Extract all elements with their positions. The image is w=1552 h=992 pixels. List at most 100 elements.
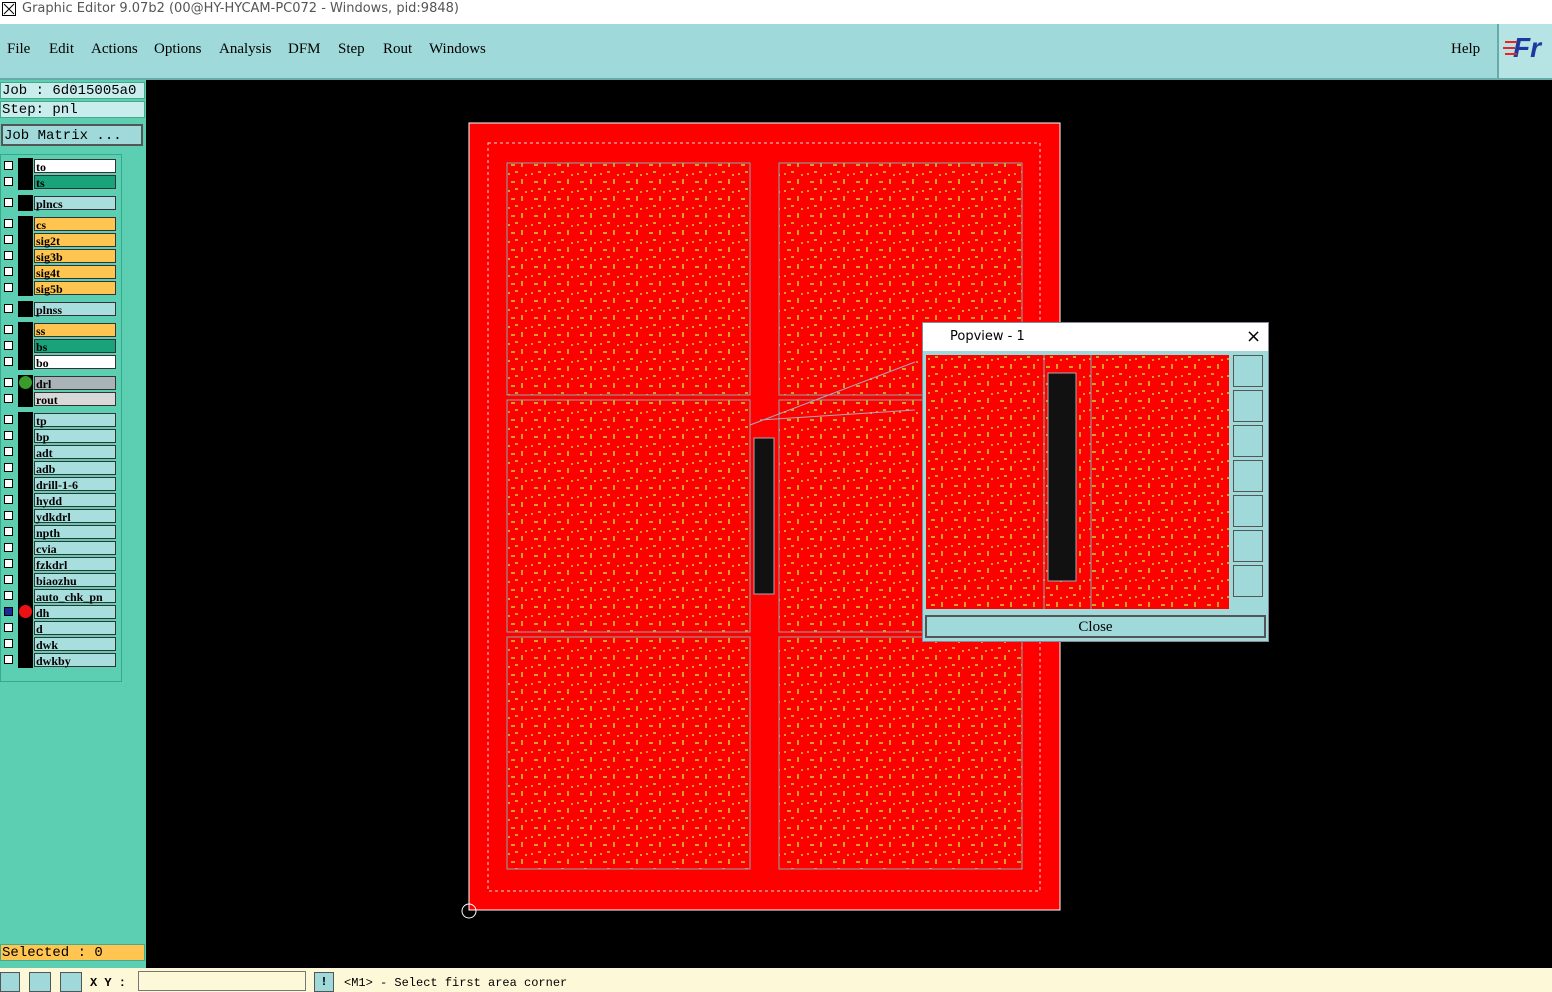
layer-checkbox[interactable] (4, 394, 13, 403)
layer-name[interactable]: biaozhu (34, 573, 116, 588)
xy-input[interactable] (138, 971, 306, 991)
layer-checkbox[interactable] (4, 283, 13, 292)
layer-row[interactable]: adt (1, 444, 118, 460)
layer-checkbox[interactable] (4, 431, 13, 440)
menu-item[interactable]: Edit (49, 41, 74, 57)
layer-name[interactable]: bp (34, 429, 116, 444)
layer-name[interactable]: auto_chk_pn (34, 589, 116, 604)
layer-name[interactable]: npth (34, 525, 116, 540)
layer-row[interactable]: bo (1, 354, 118, 370)
layer-row[interactable]: hydd (1, 492, 118, 508)
layer-name[interactable]: drl (34, 376, 116, 391)
layer-checkbox[interactable] (4, 655, 13, 664)
layer-checkbox[interactable] (4, 591, 13, 600)
layer-name[interactable]: cs (34, 217, 116, 232)
layer-checkbox[interactable] (4, 251, 13, 260)
layer-row[interactable]: bs (1, 338, 118, 354)
layer-row[interactable]: to (1, 158, 118, 174)
layer-row[interactable]: sig3b (1, 248, 118, 264)
menu-item[interactable]: Options (154, 41, 202, 57)
popview-x[interactable]: × (1246, 326, 1262, 347)
layer-checkbox[interactable] (4, 177, 13, 186)
layer-checkbox[interactable] (4, 357, 13, 366)
layer-row[interactable]: d (1, 620, 118, 636)
layer-row[interactable]: drl (1, 375, 118, 391)
job-matrix-button[interactable]: Job Matrix ... (1, 124, 143, 146)
layer-checkbox[interactable] (4, 511, 13, 520)
layer-row[interactable]: dwk (1, 636, 118, 652)
layer-row[interactable]: ts (1, 174, 118, 190)
layer-row[interactable]: npth (1, 524, 118, 540)
layer-checkbox[interactable] (4, 267, 13, 276)
layer-checkbox[interactable] (4, 235, 13, 244)
layer-name[interactable]: ts (34, 175, 116, 190)
layer-checkbox[interactable] (4, 447, 13, 456)
layer-checkbox[interactable] (4, 304, 13, 313)
layer-row[interactable]: rout (1, 391, 118, 407)
tool[interactable] (0, 972, 20, 992)
layer-checkbox[interactable] (4, 341, 13, 350)
menu-item[interactable]: File (7, 41, 31, 57)
layer-name[interactable]: fzkdrl (34, 557, 116, 572)
tool[interactable] (1233, 390, 1263, 422)
tool[interactable] (1233, 530, 1263, 562)
menu-item[interactable]: Step (338, 41, 365, 57)
layer-name[interactable]: rout (34, 392, 116, 407)
layer-name[interactable]: bs (34, 339, 116, 354)
layer-checkbox[interactable] (4, 325, 13, 334)
layer-name[interactable]: plncs (34, 196, 116, 211)
layer-name[interactable]: sig5b (34, 281, 116, 296)
menu-item[interactable]: Analysis (219, 41, 272, 57)
layer-row[interactable]: ss (1, 322, 118, 338)
layer-checkbox[interactable] (4, 607, 13, 616)
layer-name[interactable]: d (34, 621, 116, 636)
layer-row[interactable]: cvia (1, 540, 118, 556)
layer-name[interactable]: ss (34, 323, 116, 338)
layer-row[interactable]: dwkby (1, 652, 118, 668)
alert-button[interactable]: ! (314, 972, 334, 992)
layer-name[interactable]: to (34, 159, 116, 174)
layer-name[interactable]: ydkdrl (34, 509, 116, 524)
layer-name[interactable]: bo (34, 355, 116, 370)
layer-name[interactable]: adb (34, 461, 116, 476)
layer-name[interactable]: dwkby (34, 653, 116, 668)
tool[interactable] (1233, 460, 1263, 492)
layer-name[interactable]: sig2t (34, 233, 116, 248)
layer-checkbox[interactable] (4, 575, 13, 584)
menu-item[interactable]: Rout (383, 41, 413, 57)
menu-item[interactable]: Actions (91, 41, 138, 57)
layer-row[interactable]: dh (1, 604, 118, 620)
tool[interactable] (1233, 425, 1263, 457)
menu-item[interactable]: Windows (429, 41, 486, 57)
layer-row[interactable]: sig5b (1, 280, 118, 296)
close-button[interactable]: Close (925, 615, 1266, 638)
tool[interactable] (1233, 355, 1263, 387)
layer-name[interactable]: plnss (34, 302, 116, 317)
layer-row[interactable]: ydkdrl (1, 508, 118, 524)
layer-name[interactable]: tp (34, 413, 116, 428)
tool[interactable] (1233, 495, 1263, 527)
layer-checkbox[interactable] (4, 479, 13, 488)
layer-checkbox[interactable] (4, 378, 13, 387)
help-menu[interactable]: Help (1451, 41, 1481, 57)
layer-row[interactable]: adb (1, 460, 118, 476)
layer-name[interactable]: sig4t (34, 265, 116, 280)
layer-name[interactable]: sig3b (34, 249, 116, 264)
layer-row[interactable]: bp (1, 428, 118, 444)
layer-checkbox[interactable] (4, 639, 13, 648)
layer-checkbox[interactable] (4, 415, 13, 424)
tool[interactable] (1233, 565, 1263, 597)
layer-name[interactable]: adt (34, 445, 116, 460)
layer-checkbox[interactable] (4, 543, 13, 552)
layer-checkbox[interactable] (4, 559, 13, 568)
layer-name[interactable]: dh (34, 605, 116, 620)
tool[interactable] (60, 972, 82, 992)
layer-checkbox[interactable] (4, 623, 13, 632)
layer-name[interactable]: dwk (34, 637, 116, 652)
layer-row[interactable]: fzkdrl (1, 556, 118, 572)
layer-name[interactable]: drill-1-6 (34, 477, 116, 492)
menu-item[interactable]: DFM (288, 41, 321, 57)
layer-checkbox[interactable] (4, 161, 13, 170)
layer-row[interactable]: sig2t (1, 232, 118, 248)
layer-row[interactable]: cs (1, 216, 118, 232)
